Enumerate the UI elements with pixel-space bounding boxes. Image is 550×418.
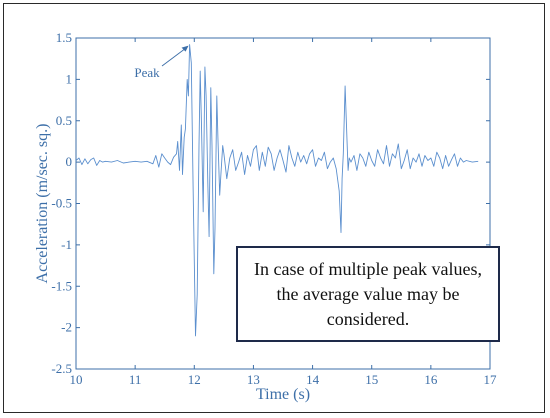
y-tick-label: -0.5 xyxy=(51,196,72,211)
y-tick-label: -2.5 xyxy=(51,361,72,376)
y-tick-label: 0 xyxy=(66,154,73,169)
x-tick-label: 14 xyxy=(306,372,320,387)
x-tick-label: 11 xyxy=(129,372,142,387)
x-axis-title: Time (s) xyxy=(256,386,310,403)
y-tick-label: 1.5 xyxy=(56,30,72,45)
x-tick-label: 15 xyxy=(365,372,378,387)
note-box: In case of multiple peak values, the ave… xyxy=(236,246,500,342)
acceleration-series-line xyxy=(75,44,479,337)
y-tick-label: -1 xyxy=(61,237,72,252)
x-tick-label: 10 xyxy=(70,372,83,387)
x-tick-label: 13 xyxy=(247,372,260,387)
peak-label: Peak xyxy=(134,65,160,80)
x-tick-label: 16 xyxy=(424,372,438,387)
y-tick-label: 1 xyxy=(66,71,73,86)
y-tick-label: -1.5 xyxy=(51,278,72,293)
note-text: In case of multiple peak values, the ave… xyxy=(254,258,482,329)
y-tick-label: -2 xyxy=(61,320,72,335)
x-tick-label: 12 xyxy=(188,372,201,387)
peak-arrow-line xyxy=(161,47,187,67)
y-axis-title: Acceleration (m/sec. sq.) xyxy=(34,124,51,284)
figure-frame xyxy=(3,3,545,413)
y-tick-label: 0.5 xyxy=(56,113,72,128)
x-tick-label: 17 xyxy=(484,372,498,387)
peak-arrow-head xyxy=(181,45,189,52)
